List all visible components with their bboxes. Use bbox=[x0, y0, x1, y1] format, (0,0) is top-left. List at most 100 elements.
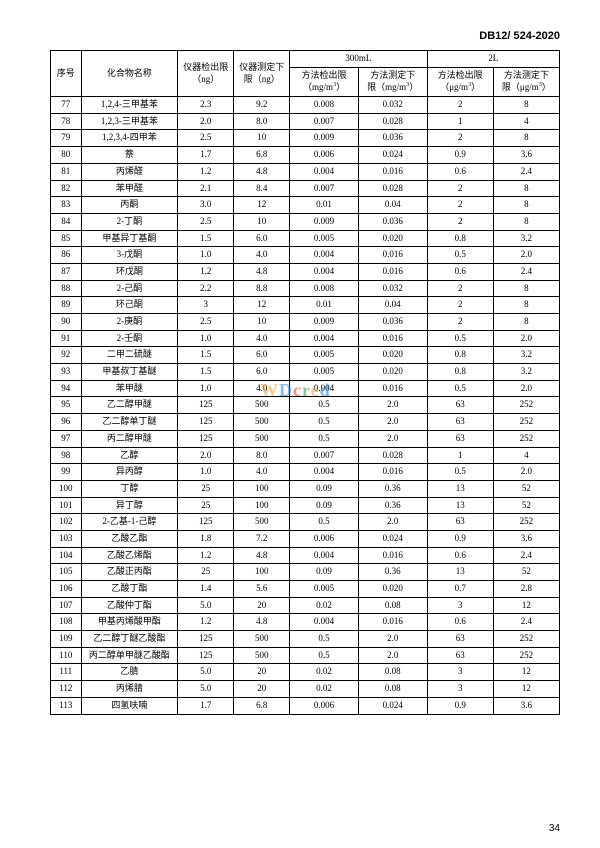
table-cell: 0.09 bbox=[290, 480, 359, 497]
table-cell: 10 bbox=[234, 314, 290, 331]
table-cell: 99 bbox=[51, 464, 82, 481]
table-cell: 8 bbox=[493, 314, 559, 331]
table-row: 108甲基丙烯酸甲酯1.24.80.0040.0160.62.4 bbox=[51, 614, 560, 631]
table-cell: 3 bbox=[427, 664, 493, 681]
table-cell: 3 bbox=[178, 297, 234, 314]
table-cell: 87 bbox=[51, 263, 82, 280]
table-cell: 0.016 bbox=[358, 464, 427, 481]
table-cell: 乙二醇单丁醚 bbox=[81, 414, 178, 431]
table-cell: 2.8 bbox=[493, 581, 559, 598]
table-cell: 0.5 bbox=[290, 430, 359, 447]
table-cell: 0.08 bbox=[358, 681, 427, 698]
table-cell: 13 bbox=[427, 497, 493, 514]
table-cell: 1.2 bbox=[178, 263, 234, 280]
table-cell: 100 bbox=[234, 480, 290, 497]
table-cell: 0.007 bbox=[290, 113, 359, 130]
table-cell: 8 bbox=[493, 280, 559, 297]
table-cell: 0.020 bbox=[358, 364, 427, 381]
table-cell: 0.007 bbox=[290, 447, 359, 464]
table-cell: 80 bbox=[51, 147, 82, 164]
table-cell: 2-乙基-1-己醇 bbox=[81, 514, 178, 531]
th-method-det-ug: 方法检出限（μg/m3） bbox=[427, 67, 493, 96]
table-cell: 0.004 bbox=[290, 163, 359, 180]
table-cell: 2.3 bbox=[178, 97, 234, 114]
table-cell: 0.09 bbox=[290, 497, 359, 514]
table-cell: 90 bbox=[51, 314, 82, 331]
table-cell: 0.006 bbox=[290, 697, 359, 714]
table-cell: 0.020 bbox=[358, 230, 427, 247]
table-cell: 0.5 bbox=[290, 647, 359, 664]
table-cell: 乙醇 bbox=[81, 447, 178, 464]
table-body: 771,2,4-三甲基苯2.39.20.0080.03228781,2,3-三甲… bbox=[51, 97, 560, 714]
table-cell: 0.6 bbox=[427, 263, 493, 280]
table-cell: 8 bbox=[493, 97, 559, 114]
table-cell: 3 bbox=[427, 597, 493, 614]
table-row: 82苯甲醛2.18.40.0070.02828 bbox=[51, 180, 560, 197]
table-cell: 252 bbox=[493, 514, 559, 531]
table-cell: 500 bbox=[234, 430, 290, 447]
table-cell: 0.36 bbox=[358, 564, 427, 581]
table-cell: 0.6 bbox=[427, 547, 493, 564]
table-cell: 0.5 bbox=[290, 397, 359, 414]
table-cell: 25 bbox=[178, 480, 234, 497]
table-cell: 13 bbox=[427, 564, 493, 581]
table-cell: 63 bbox=[427, 514, 493, 531]
table-cell: 2.0 bbox=[493, 247, 559, 264]
table-row: 104乙酸乙烯酯1.24.80.0040.0160.62.4 bbox=[51, 547, 560, 564]
table-row: 99异丙醇1.04.00.0040.0160.52.0 bbox=[51, 464, 560, 481]
table-cell: 5.0 bbox=[178, 597, 234, 614]
table-cell: 83 bbox=[51, 197, 82, 214]
table-cell: 2-庚酮 bbox=[81, 314, 178, 331]
table-cell: 4.0 bbox=[234, 464, 290, 481]
table-cell: 77 bbox=[51, 97, 82, 114]
table-cell: 0.007 bbox=[290, 180, 359, 197]
table-row: 103乙酸乙酯1.87.20.0060.0240.93.6 bbox=[51, 530, 560, 547]
table-cell: 0.028 bbox=[358, 447, 427, 464]
table-row: 101异丁醇251000.090.361352 bbox=[51, 497, 560, 514]
table-cell: 0.004 bbox=[290, 380, 359, 397]
table-cell: 3.2 bbox=[493, 347, 559, 364]
table-cell: 88 bbox=[51, 280, 82, 297]
table-cell: 2.4 bbox=[493, 263, 559, 280]
table-cell: 100 bbox=[51, 480, 82, 497]
table-cell: 1.7 bbox=[178, 697, 234, 714]
table-cell: 2.0 bbox=[493, 330, 559, 347]
table-cell: 125 bbox=[178, 397, 234, 414]
table-cell: 0.9 bbox=[427, 697, 493, 714]
table-cell: 0.09 bbox=[290, 564, 359, 581]
table-cell: 4.0 bbox=[234, 247, 290, 264]
table-cell: 1.0 bbox=[178, 464, 234, 481]
table-cell: 2-己酮 bbox=[81, 280, 178, 297]
table-row: 1022-乙基-1-己醇1255000.52.063252 bbox=[51, 514, 560, 531]
table-cell: 0.5 bbox=[427, 247, 493, 264]
table-cell: 甲基丙烯酸甲酯 bbox=[81, 614, 178, 631]
table-cell: 0.8 bbox=[427, 230, 493, 247]
table-cell: 63 bbox=[427, 397, 493, 414]
table-cell: 0.009 bbox=[290, 314, 359, 331]
table-cell: 0.04 bbox=[358, 197, 427, 214]
table-row: 97丙二醇甲醚1255000.52.063252 bbox=[51, 430, 560, 447]
table-cell: 2-壬酮 bbox=[81, 330, 178, 347]
table-cell: 0.005 bbox=[290, 364, 359, 381]
table-cell: 63 bbox=[427, 631, 493, 648]
table-row: 771,2,4-三甲基苯2.39.20.0080.03228 bbox=[51, 97, 560, 114]
table-cell: 萘 bbox=[81, 147, 178, 164]
th-instr-meas: 仪器测定下限（ng） bbox=[234, 51, 290, 97]
table-cell: 1.7 bbox=[178, 147, 234, 164]
table-cell: 109 bbox=[51, 631, 82, 648]
table-cell: 96 bbox=[51, 414, 82, 431]
table-cell: 2.0 bbox=[358, 414, 427, 431]
table-cell: 2.4 bbox=[493, 163, 559, 180]
table-cell: 10 bbox=[234, 213, 290, 230]
table-cell: 63 bbox=[427, 430, 493, 447]
table-cell: 4.8 bbox=[234, 263, 290, 280]
table-cell: 1.5 bbox=[178, 364, 234, 381]
table-cell: 85 bbox=[51, 230, 82, 247]
table-cell: 丙烯醛 bbox=[81, 163, 178, 180]
table-cell: 1.5 bbox=[178, 347, 234, 364]
table-cell: 0.36 bbox=[358, 480, 427, 497]
table-cell: 丙二醇单甲醚乙酸酯 bbox=[81, 647, 178, 664]
table-cell: 63 bbox=[427, 647, 493, 664]
table-cell: 0.6 bbox=[427, 163, 493, 180]
table-cell: 6.0 bbox=[234, 230, 290, 247]
